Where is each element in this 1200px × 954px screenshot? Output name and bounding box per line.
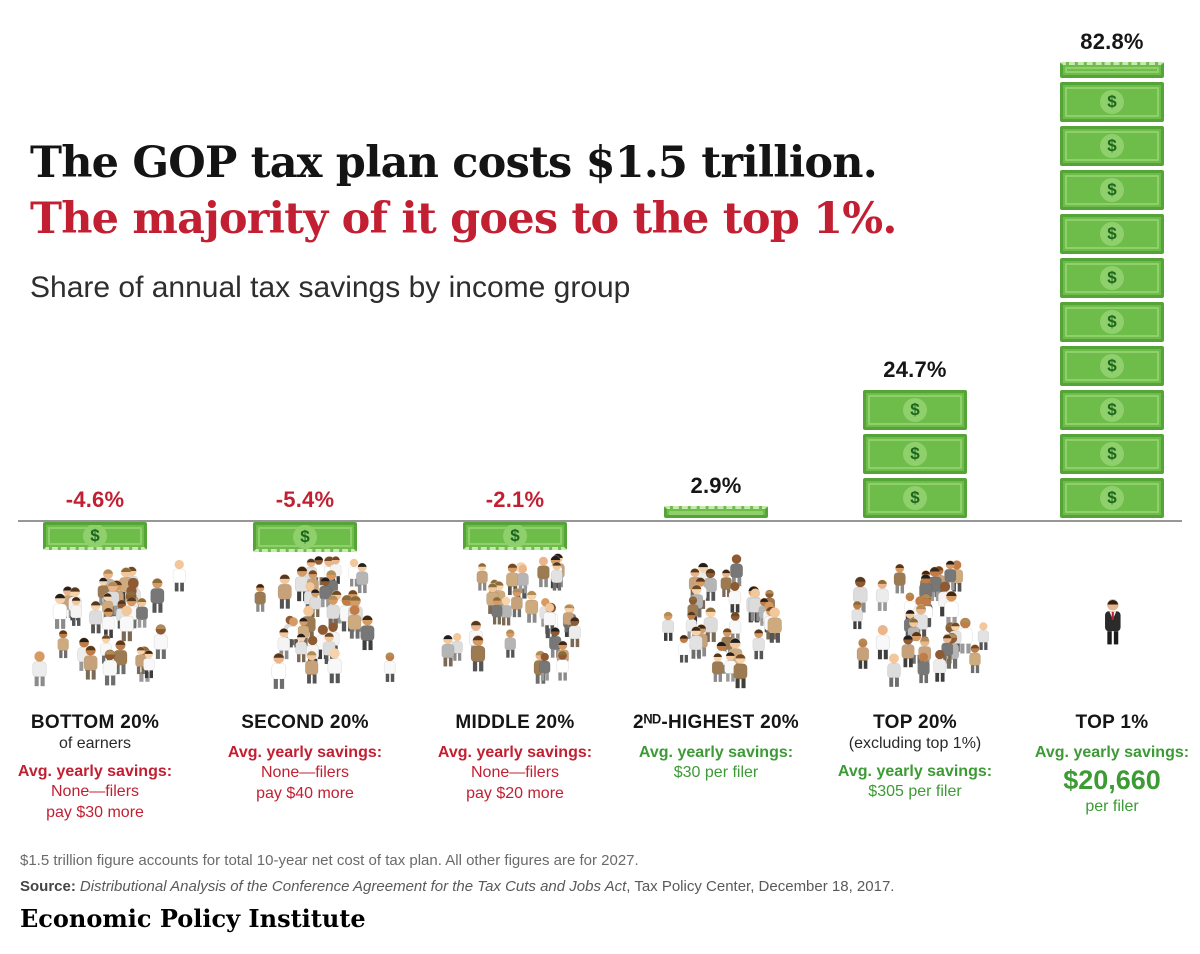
dollar-bill-icon bbox=[1060, 62, 1164, 78]
savings-line: $305 per filer bbox=[868, 783, 962, 800]
header: The GOP tax plan costs $1.5 trillion. Th… bbox=[30, 140, 897, 305]
dollar-sign-icon: $ bbox=[83, 525, 107, 547]
group-label-block: SECOND 20% Avg. yearly savings: None—filer… bbox=[200, 712, 410, 804]
dollar-sign-icon: $ bbox=[1100, 222, 1124, 246]
dollar-bill-icon: $ bbox=[463, 522, 567, 550]
footnote: $1.5 trillion figure accounts for total … bbox=[20, 852, 639, 869]
dollar-sign-icon: $ bbox=[1100, 90, 1124, 114]
savings-title: Avg. yearly savings: bbox=[227, 744, 383, 761]
savings-line: None—filers bbox=[260, 764, 350, 781]
group-name: BOTTOM 20% bbox=[30, 712, 160, 733]
dollar-bill-icon: $ bbox=[863, 434, 967, 474]
group-name: TOP 1% bbox=[1075, 712, 1149, 733]
group-label-block: TOP 20% (excluding top 1%) Avg. yearly sav… bbox=[810, 712, 1020, 802]
dollar-sign-icon: $ bbox=[1100, 486, 1124, 510]
savings-title: Avg. yearly savings: bbox=[837, 763, 993, 780]
dollar-bill-icon bbox=[664, 505, 768, 518]
source-label: Source: bbox=[20, 878, 76, 895]
dollar-bill-icon: $ bbox=[1060, 302, 1164, 342]
dollar-sign-icon: $ bbox=[1100, 398, 1124, 422]
savings-title: Avg. yearly savings: bbox=[17, 763, 173, 780]
savings-line: $30 per filer bbox=[673, 764, 759, 781]
savings-line: $20,660 bbox=[1063, 765, 1161, 795]
dollar-sign-icon: $ bbox=[1100, 134, 1124, 158]
dollar-bill-icon: $ bbox=[1060, 82, 1164, 122]
dollar-sign-icon: $ bbox=[1100, 310, 1124, 334]
savings-line: pay $20 more bbox=[466, 785, 564, 803]
savings-line: per filer bbox=[1085, 798, 1139, 816]
group-label-block: TOP 1% Avg. yearly savings: $20,660 per fil… bbox=[1007, 712, 1200, 817]
value-label: -5.4% bbox=[275, 487, 335, 512]
dollar-sign-icon: $ bbox=[1100, 442, 1124, 466]
value-label: 2.9% bbox=[690, 472, 742, 498]
dollar-bill-icon: $ bbox=[1060, 170, 1164, 210]
dollar-sign-icon: $ bbox=[1100, 266, 1124, 290]
savings-line: pay $30 more bbox=[46, 804, 144, 822]
group-name: TOP 20% bbox=[873, 712, 957, 733]
crowd-icon bbox=[803, 544, 1027, 699]
wealthy-individual-icon bbox=[1094, 596, 1130, 653]
group-name: SECOND 20% bbox=[241, 712, 369, 733]
dollar-bill-icon: $ bbox=[253, 522, 357, 552]
dollar-bill-icon: $ bbox=[1060, 346, 1164, 386]
group-label-block: 2ᴺᴰ-HIGHEST 20% Avg. yearly savings: $30 p… bbox=[611, 712, 821, 783]
group-name: 2ᴺᴰ-HIGHEST 20% bbox=[632, 712, 800, 733]
crowd-icon bbox=[0, 544, 207, 699]
page-subtitle: The majority of it goes to the top 1%. bbox=[30, 194, 897, 245]
dollar-sign-icon: $ bbox=[1100, 354, 1124, 378]
dollar-bill-icon: $ bbox=[1060, 390, 1164, 430]
savings-title: Avg. yearly savings: bbox=[437, 744, 593, 761]
value-label: -4.6% bbox=[65, 487, 125, 512]
dollar-bill-icon: $ bbox=[43, 522, 147, 550]
crowd-icon bbox=[193, 544, 417, 699]
dollar-sign-icon: $ bbox=[903, 442, 927, 466]
chart-description: Share of annual tax savings by income gr… bbox=[30, 270, 631, 304]
savings-line: pay $40 more bbox=[256, 785, 354, 803]
group-label-block: BOTTOM 20% of earners Avg. yearly savings:… bbox=[0, 712, 200, 823]
source-line: Source: Distributional Analysis of the Co… bbox=[20, 878, 894, 895]
dollar-sign-icon: $ bbox=[293, 524, 317, 549]
baseline-axis bbox=[18, 520, 1182, 522]
savings-title: Avg. yearly savings: bbox=[638, 744, 794, 761]
dollar-bill-icon: $ bbox=[1060, 258, 1164, 298]
group-name: MIDDLE 20% bbox=[455, 712, 575, 733]
savings-title: Avg. yearly savings: bbox=[1034, 744, 1190, 761]
savings-line: None—filers bbox=[470, 764, 560, 781]
dollar-bill-icon: $ bbox=[1060, 126, 1164, 166]
value-label: 82.8% bbox=[1080, 29, 1144, 55]
value-label: -2.1% bbox=[485, 487, 545, 512]
dollar-bill-icon: $ bbox=[1060, 434, 1164, 474]
value-label: 24.7% bbox=[883, 357, 947, 382]
dollar-sign-icon: $ bbox=[503, 525, 527, 547]
dollar-bill-icon: $ bbox=[863, 478, 967, 518]
dollar-bill-icon: $ bbox=[1060, 478, 1164, 518]
dollar-bill-icon: $ bbox=[1060, 214, 1164, 254]
group-subtitle: of earners bbox=[58, 735, 132, 752]
group-subtitle: (excluding top 1%) bbox=[848, 735, 982, 752]
source-suffix: , Tax Policy Center, December 18, 2017. bbox=[626, 878, 895, 895]
dollar-bill-icon: $ bbox=[863, 390, 967, 430]
dollar-sign-icon: $ bbox=[903, 398, 927, 422]
crowd-icon bbox=[604, 544, 828, 699]
dollar-sign-icon: $ bbox=[1100, 178, 1124, 202]
crowd-icon bbox=[403, 544, 627, 699]
dollar-sign-icon: $ bbox=[903, 486, 927, 510]
savings-line: None—filers bbox=[50, 783, 140, 800]
epi-logo: Economic Policy Institute bbox=[20, 904, 366, 933]
source-title: Distributional Analysis of the Conferenc… bbox=[79, 878, 627, 895]
group-label-block: MIDDLE 20% Avg. yearly savings: None—filer… bbox=[410, 712, 620, 804]
page-title: The GOP tax plan costs $1.5 trillion. bbox=[30, 138, 878, 188]
